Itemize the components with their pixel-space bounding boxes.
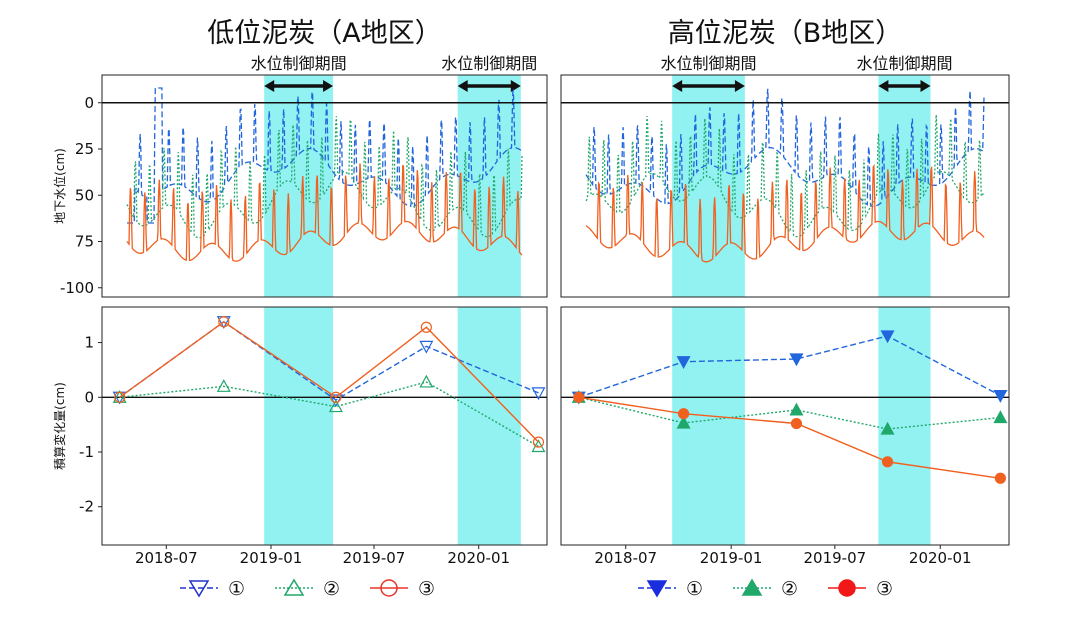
cumulative-point-a-3-3 bbox=[420, 321, 432, 333]
control-arrowhead-left-a-0 bbox=[264, 80, 275, 92]
groundwater-series-b-3 bbox=[585, 163, 985, 263]
cumulative-point-b-3-1 bbox=[677, 408, 690, 420]
y-tick-label-top-4: -100 bbox=[60, 279, 94, 297]
legend-marker-a-1 bbox=[188, 580, 210, 598]
control-arrowhead-left-b-1 bbox=[878, 80, 889, 92]
control-arrowhead-right-a-1 bbox=[510, 80, 521, 92]
y-tick-label-top-1: 25 bbox=[75, 140, 94, 158]
cumulative-line-b-2 bbox=[578, 396, 1001, 430]
y-tick-label-top-0: 0 bbox=[84, 94, 94, 112]
control-band-top-a-1 bbox=[457, 75, 521, 297]
groundwater-series-a-2 bbox=[126, 116, 523, 239]
groundwater-series-a-3 bbox=[126, 163, 523, 262]
x-tick-label-b-0: 2018-07 bbox=[594, 549, 657, 567]
x-tick-label-a-2: 2019-07 bbox=[343, 549, 406, 567]
cumulative-line-a-3 bbox=[119, 320, 540, 443]
cumulative-point-b-2-3 bbox=[880, 421, 895, 435]
control-arrowhead-right-b-1 bbox=[920, 80, 931, 92]
control-band-bottom-a-1 bbox=[457, 307, 521, 545]
bottom-panel-frame-a bbox=[101, 306, 548, 546]
cumulative-point-b-3-3 bbox=[881, 456, 894, 468]
top-panel-frame-a bbox=[101, 74, 548, 298]
bottom-panel-frame-b bbox=[560, 306, 1010, 546]
panel-title-b: 高位泥炭（B地区） bbox=[668, 18, 903, 49]
cumulative-point-a-3-2 bbox=[330, 391, 342, 403]
cumulative-point-b-2-1 bbox=[676, 415, 691, 429]
cumulative-point-b-1-2 bbox=[789, 353, 804, 367]
x-tick-label-b-2: 2019-07 bbox=[803, 549, 866, 567]
cumulative-point-b-1-1 bbox=[676, 356, 691, 369]
control-band-bottom-a-0 bbox=[264, 307, 334, 545]
cumulative-point-b-3-0 bbox=[573, 391, 585, 403]
legend-label-b-1: ① bbox=[686, 578, 703, 600]
cumulative-point-a-2-2 bbox=[328, 399, 343, 413]
y-tick-label-bottom-3: -2 bbox=[79, 498, 94, 516]
top-panel-frame-b bbox=[560, 74, 1010, 298]
cumulative-point-b-3-4 bbox=[994, 472, 1007, 484]
cumulative-line-b-3 bbox=[578, 396, 1001, 479]
cumulative-point-a-2-1 bbox=[216, 379, 231, 392]
y-axis-label-bottom: 積算変化量(cm) bbox=[52, 382, 67, 470]
y-tick-label-bottom-0: 1 bbox=[84, 334, 94, 352]
cumulative-line-b-1 bbox=[578, 335, 1001, 398]
control-band-top-b-0 bbox=[672, 75, 745, 297]
cumulative-point-a-3-4 bbox=[532, 436, 545, 448]
cumulative-point-a-2-3 bbox=[419, 374, 434, 388]
cumulative-point-b-3-2 bbox=[790, 417, 803, 430]
legend-label-b-2: ② bbox=[781, 578, 798, 600]
cumulative-point-a-1-4 bbox=[531, 387, 546, 401]
legend-marker-a-3 bbox=[380, 579, 398, 597]
cumulative-point-a-3-0 bbox=[114, 391, 126, 403]
cumulative-line-a-2 bbox=[119, 381, 539, 448]
x-tick-label-a-0: 2018-07 bbox=[135, 549, 198, 567]
panel-title-a: 低位泥炭（A地区） bbox=[207, 18, 441, 49]
groundwater-series-a-1 bbox=[127, 87, 523, 224]
control-band-top-b-1 bbox=[878, 75, 931, 297]
control-band-label-a-0: 水位制御期間 bbox=[251, 54, 347, 73]
control-arrowhead-right-a-0 bbox=[323, 80, 334, 92]
cumulative-point-b-2-4 bbox=[993, 410, 1008, 424]
legend-label-a-2: ② bbox=[323, 578, 340, 600]
x-tick-label-a-3: 2020-01 bbox=[447, 549, 510, 567]
control-band-label-b-1: 水位制御期間 bbox=[856, 54, 952, 73]
y-tick-label-bottom-1: 0 bbox=[84, 388, 94, 406]
y-tick-label-top-3: 75 bbox=[75, 233, 94, 251]
cumulative-point-a-3-1 bbox=[218, 316, 230, 328]
x-tick-label-b-1: 2019-01 bbox=[700, 549, 763, 567]
cumulative-point-b-2-2 bbox=[789, 402, 804, 416]
legend-marker-a-2 bbox=[283, 578, 305, 596]
y-axis-label-top: 地下水位(cm) bbox=[52, 148, 67, 224]
control-band-label-a-1: 水位制御期間 bbox=[441, 54, 537, 73]
x-tick-label-a-1: 2019-01 bbox=[240, 549, 303, 567]
legend-marker-b-1 bbox=[646, 580, 668, 598]
cumulative-point-b-1-4 bbox=[993, 390, 1008, 403]
control-arrowhead-left-b-0 bbox=[672, 80, 683, 92]
x-tick-label-b-3: 2020-01 bbox=[909, 549, 972, 567]
legend-label-b-3: ③ bbox=[876, 578, 893, 600]
legend-label-a-1: ① bbox=[228, 578, 245, 600]
control-arrowhead-left-a-1 bbox=[457, 80, 468, 92]
cumulative-point-b-1-3 bbox=[880, 330, 895, 344]
y-tick-label-bottom-2: -1 bbox=[79, 443, 94, 461]
legend-label-a-3: ③ bbox=[418, 578, 435, 600]
control-arrowhead-right-b-0 bbox=[734, 80, 745, 92]
legend-marker-b-2 bbox=[741, 578, 763, 596]
legend-marker-b-3 bbox=[838, 579, 856, 597]
cumulative-point-a-1-3 bbox=[419, 340, 434, 354]
control-band-label-b-0: 水位制御期間 bbox=[661, 54, 757, 73]
y-tick-label-top-2: 50 bbox=[75, 186, 94, 204]
